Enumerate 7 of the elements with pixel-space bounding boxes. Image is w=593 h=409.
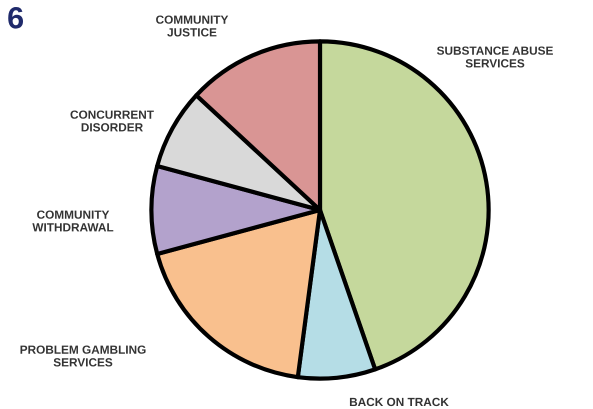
text: 6 [8,6,24,29]
slice-label: COMMUNITY WITHDRAWAL [32,210,114,232]
slice-label: CONCURRENT DISORDER [70,110,154,132]
slice-label: PROBLEM GAMBLING SERVICES [20,345,146,367]
slice-label: BACK ON TRACK [350,398,449,406]
slice-label: SUBSTANCE ABUSE SERVICES [436,46,553,68]
slice-label: COMMUNITY JUSTICE [156,15,228,37]
